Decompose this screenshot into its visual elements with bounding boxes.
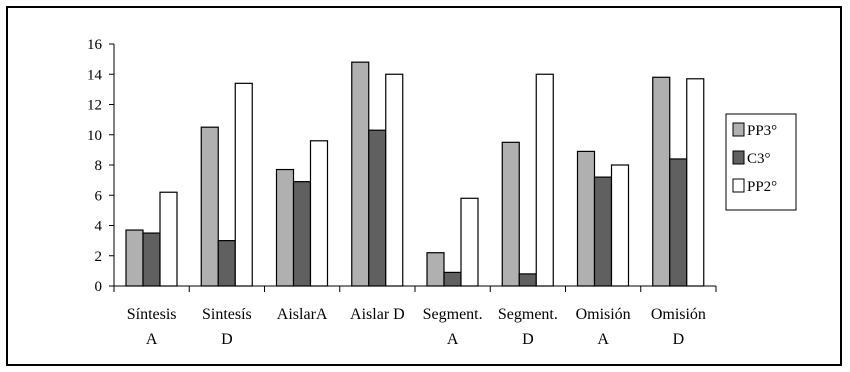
x-category-label: Sintesís (202, 306, 252, 323)
legend-label: PP2° (747, 179, 777, 195)
bar (234, 82, 253, 287)
x-category-sublabel: A (146, 331, 158, 348)
y-tick-label: 12 (87, 98, 102, 114)
x-category-sublabel: D (522, 331, 534, 348)
x-category-label: Omisión (576, 306, 631, 323)
x-category-label: Segment. (423, 306, 483, 323)
bar (217, 240, 236, 287)
legend-swatch (732, 150, 745, 165)
bar (686, 78, 705, 287)
bar (426, 252, 445, 287)
bar (200, 126, 219, 287)
x-category-sublabel: A (597, 331, 609, 348)
bar (501, 141, 520, 287)
x-category-label: Omisión (651, 306, 706, 323)
legend-label: C3° (747, 151, 771, 167)
y-tick-label: 16 (87, 37, 103, 53)
bar (292, 181, 312, 287)
x-category-label: AislarA (277, 306, 328, 323)
legend-swatch (732, 122, 745, 137)
x-axis: Síntesis A Sintesís D AislarA Aislar D Segment… (113, 285, 717, 348)
bar (460, 197, 479, 287)
bar (576, 150, 596, 287)
y-tick-label: 6 (95, 188, 103, 204)
y-tick-label: 0 (95, 279, 103, 295)
bar (142, 232, 161, 287)
x-category-label: Segment. (498, 306, 558, 323)
bars (125, 61, 705, 287)
bar (652, 76, 671, 287)
legend-swatch (732, 178, 745, 193)
x-category-sublabel: D (673, 331, 685, 348)
bar (368, 129, 387, 287)
x-category-label: Síntesis (127, 306, 177, 323)
y-tick-label: 8 (95, 158, 103, 174)
bar (593, 176, 613, 287)
x-category-label: Aislar D (350, 306, 405, 323)
x-category-sublabel: A (447, 331, 459, 348)
y-tick-label: 14 (87, 67, 103, 83)
bar (275, 168, 295, 287)
bar (309, 140, 329, 287)
bar (351, 61, 370, 287)
bar (159, 191, 178, 287)
y-axis: 0 2 4 6 8 10 12 14 16 (87, 37, 115, 295)
bar (125, 229, 144, 287)
x-category-sublabel: D (221, 331, 233, 348)
legend: PP3° C3° PP2° (725, 113, 797, 211)
bar (535, 73, 554, 287)
bar (669, 158, 688, 287)
bar (385, 73, 404, 287)
bar (518, 273, 537, 287)
legend-label: PP3° (747, 123, 777, 139)
bar (610, 164, 630, 287)
y-tick-label: 2 (95, 249, 103, 265)
y-tick-label: 4 (95, 219, 103, 235)
y-tick-label: 10 (87, 128, 102, 144)
bar (443, 271, 462, 287)
